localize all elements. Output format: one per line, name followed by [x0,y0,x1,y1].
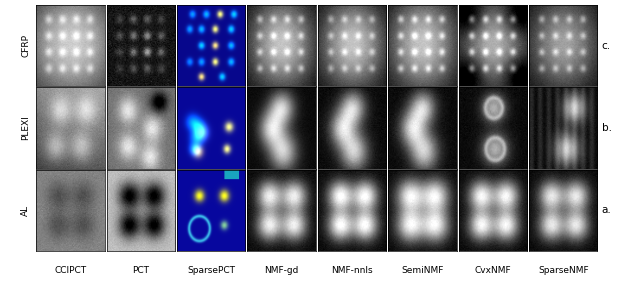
Text: SparsePCT: SparsePCT [188,266,236,275]
Text: c.: c. [602,40,611,51]
Text: PCT: PCT [132,266,149,275]
Text: CvxNMF: CvxNMF [474,266,511,275]
Text: NMF-nnls: NMF-nnls [331,266,373,275]
Text: PLEXI: PLEXI [21,116,30,141]
Text: NMF-gd: NMF-gd [264,266,299,275]
Text: AL: AL [21,205,30,216]
Text: SparseNMF: SparseNMF [538,266,589,275]
Text: a.: a. [602,205,611,216]
Text: SemiNMF: SemiNMF [401,266,444,275]
Text: CFRP: CFRP [21,34,30,57]
Text: CCIPCT: CCIPCT [54,266,86,275]
Text: b.: b. [602,123,612,133]
